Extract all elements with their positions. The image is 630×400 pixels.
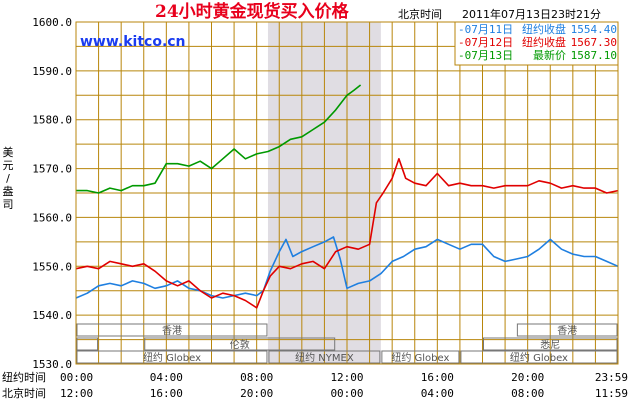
price-series xyxy=(75,84,619,309)
time-zone-label: 北京时间 xyxy=(398,7,442,21)
legend-box xyxy=(454,21,619,66)
session-globex-1-box xyxy=(76,350,268,364)
timestamp: 2011年07月13日23时21分 xyxy=(462,7,601,21)
session-nymex-label: 纽约 NYMEX xyxy=(295,351,354,364)
legend-entry-stat: 纽约收盘 xyxy=(522,35,566,49)
y-axis-label-char: 元 xyxy=(3,159,14,172)
y-axis-label-char: 美 xyxy=(3,146,14,159)
x-row-label: 北京时间 xyxy=(2,386,46,400)
session-sydney-label: 悉尼 xyxy=(540,339,560,351)
y-axis-label-char: / xyxy=(6,172,10,185)
y-tick-label: 1560.0 xyxy=(32,211,72,224)
session-hongkong-2-label: 香港 xyxy=(557,325,577,337)
website-link[interactable]: www.kitco.cn xyxy=(80,34,186,50)
session-globex-1-label: 纽约 Globex xyxy=(143,351,201,364)
session-globex-3-box xyxy=(460,350,618,364)
session-hongkong-2-box xyxy=(516,323,618,337)
legend-entry-value: 1554.40 xyxy=(571,23,617,36)
session-london-box xyxy=(144,337,336,351)
session-globex-2-box xyxy=(381,350,460,364)
series-line-2 xyxy=(75,158,619,309)
y-axis-ticks: 1530.0 1540.0 1550.0 1560.0 1570.0 1580.0 1590… xyxy=(32,16,72,371)
legend-entry-date: -07月11日 xyxy=(458,23,513,36)
y-tick-label: 1580.0 xyxy=(32,114,72,127)
session-globex-2-label: 纽约 Globex xyxy=(391,351,449,364)
x-tick-label: 11:59 xyxy=(595,387,628,400)
legend-entry-date: -07月13日 xyxy=(458,49,513,62)
chart-gridlines xyxy=(76,22,618,364)
x-tick-label: 04:00 xyxy=(150,371,183,384)
session-hongkong-label: 香港 xyxy=(162,325,182,337)
y-axis-label-char: 盎 xyxy=(3,184,14,198)
session-blank-box xyxy=(76,337,99,351)
x-tick-label: 23:59 xyxy=(595,371,628,384)
x-tick-label: 00:00 xyxy=(330,387,363,400)
legend-entry-date: -07月12日 xyxy=(458,36,513,49)
x-tick-label: 08:00 xyxy=(511,387,544,400)
x-tick-label: 12:00 xyxy=(60,387,93,400)
y-axis-label: 美元/盎司 xyxy=(3,146,14,211)
y-axis-label-char: 司 xyxy=(3,198,14,211)
x-tick-label: 12:00 xyxy=(330,371,363,384)
y-tick-label: 1570.0 xyxy=(32,163,72,176)
legend-entry-value: 1567.30 xyxy=(571,36,617,49)
y-tick-label: 1530.0 xyxy=(32,358,72,371)
y-tick-label: 1600.0 xyxy=(32,16,72,29)
session-london-label: 伦敦 xyxy=(230,338,250,351)
y-tick-label: 1540.0 xyxy=(32,309,72,322)
legend: -07月11日 纽约收盘 1554.40 -07月12日 纽约收盘 1567.30 -07月… xyxy=(454,21,619,66)
session-hongkong-box xyxy=(76,323,268,337)
y-tick-label: 1590.0 xyxy=(32,65,72,78)
legend-entry-stat: 纽约收盘 xyxy=(522,22,566,36)
session-globex-3-label: 纽约 Globex xyxy=(510,351,568,364)
x-tick-label: 16:00 xyxy=(421,371,454,384)
session-nymex-box xyxy=(268,350,381,364)
x-tick-label: 16:00 xyxy=(150,387,183,400)
x-axis-ticks: 纽约时间 00:00 04:00 08:00 12:00 16:00 20:00 23:59 北… xyxy=(2,370,628,400)
x-tick-label: 08:00 xyxy=(240,371,273,384)
plot-frame xyxy=(75,21,619,365)
legend-entry-value: 1587.10 xyxy=(571,49,617,62)
x-tick-label: 20:00 xyxy=(240,387,273,400)
x-tick-label: 20:00 xyxy=(511,371,544,384)
chart-title: 24小时黄金现货买入价格 xyxy=(155,1,350,22)
legend-entry-stat: 最新价 xyxy=(533,48,566,62)
x-tick-label: 00:00 xyxy=(60,371,93,384)
x-tick-label: 04:00 xyxy=(421,387,454,400)
y-tick-label: 1550.0 xyxy=(32,260,72,273)
series-line-3 xyxy=(76,84,362,194)
session-sydney-box xyxy=(483,337,618,351)
x-row-label: 纽约时间 xyxy=(2,370,46,384)
